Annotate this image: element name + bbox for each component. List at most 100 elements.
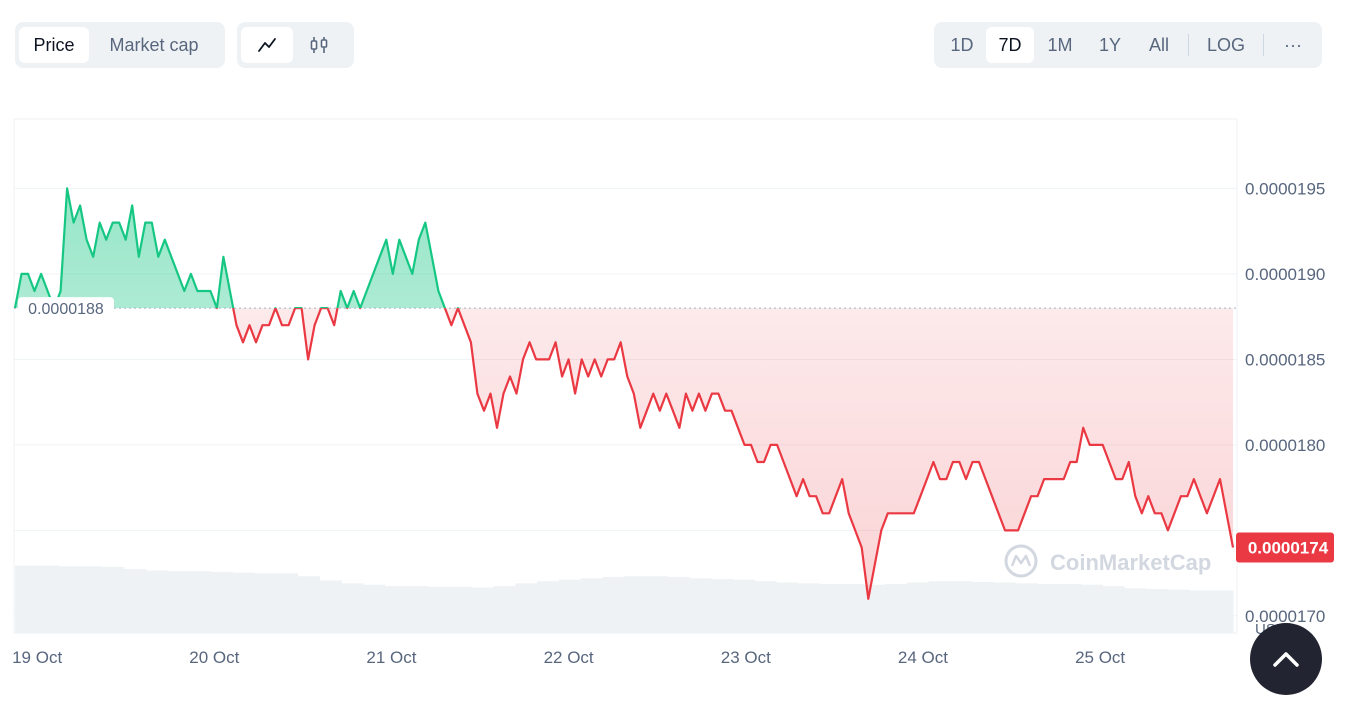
area-fill-below-baseline: [233, 308, 1233, 599]
volume-bar: [1015, 583, 1038, 633]
volume-bar: [1146, 588, 1169, 633]
volume-bar: [363, 584, 386, 633]
y-tick-label: 0.0000195: [1245, 179, 1325, 198]
volume-bars: [15, 565, 1234, 633]
volume-bar: [189, 571, 212, 633]
volume-bar: [841, 584, 864, 633]
line-chart-icon: [258, 38, 276, 52]
volume-bar: [754, 581, 777, 633]
volume-bar: [471, 587, 494, 633]
x-axis: 19 Oct 20 Oct 21 Oct 22 Oct 23 Oct 24 Oct 25 O…: [12, 648, 1125, 667]
volume-bar: [297, 576, 320, 633]
scroll-to-top-button[interactable]: [1250, 623, 1322, 695]
volume-bar: [123, 569, 146, 633]
toolbar-divider: [1188, 34, 1189, 56]
time-range-toolbar: 1D 7D 1M 1Y All LOG ···: [934, 22, 1322, 68]
volume-bar: [515, 583, 538, 633]
price-line-above-baseline: [13, 187, 460, 309]
price-line-below-baseline: [15, 308, 1235, 600]
volume-bar: [319, 580, 342, 633]
range-7d-button[interactable]: 7D: [986, 27, 1034, 63]
range-1d-button[interactable]: 1D: [950, 34, 974, 55]
watermark-text: CoinMarketCap: [1050, 550, 1211, 575]
volume-bar: [950, 581, 973, 633]
x-tick-label: 20 Oct: [189, 648, 239, 667]
log-scale-button[interactable]: LOG: [1207, 34, 1246, 55]
volume-bar: [602, 576, 625, 633]
volume-bar: [58, 566, 81, 633]
volume-bar: [167, 571, 190, 633]
x-tick-label: 22 Oct: [544, 648, 594, 667]
current-price-label: 0.0000174: [1248, 539, 1329, 558]
volume-bar: [885, 584, 908, 633]
volume-bar: [1059, 584, 1082, 633]
volume-bar: [1167, 589, 1190, 633]
volume-bar: [493, 586, 516, 633]
volume-bar: [36, 565, 59, 633]
volume-bar: [798, 583, 821, 633]
chart-type-toggle: [237, 22, 354, 68]
volume-bar: [732, 579, 755, 633]
coinmarketcap-watermark: CoinMarketCap: [1004, 544, 1211, 578]
volume-bar: [450, 586, 473, 633]
data-type-tabs: Price Market cap: [15, 22, 225, 68]
y-tick-label: 0.0000190: [1245, 265, 1325, 284]
y-axis: 0.0000195 0.0000190 0.0000185 0.0000180 0.00…: [1245, 179, 1325, 626]
volume-bar: [972, 581, 995, 633]
volume-bar: [993, 582, 1016, 633]
volume-bar: [210, 571, 233, 633]
volume-bar: [558, 579, 581, 633]
volume-bar: [232, 572, 255, 633]
volume-bar: [80, 566, 103, 633]
volume-bar: [689, 578, 712, 633]
baseline-value-label: 0.0000188: [28, 301, 104, 318]
x-tick-label: 23 Oct: [721, 648, 771, 667]
volume-bar: [1102, 586, 1125, 633]
current-price-tag: 0.0000174: [1236, 532, 1334, 563]
volume-bar: [819, 584, 842, 633]
volume-bar: [624, 576, 647, 633]
volume-bar: [1124, 588, 1147, 633]
volume-bar: [406, 586, 429, 633]
volume-bar: [1037, 584, 1060, 633]
toolbar-divider: [1263, 34, 1264, 56]
baseline-label: 0.0000188: [18, 297, 114, 322]
tab-market-cap[interactable]: Market cap: [109, 34, 199, 55]
volume-bar: [906, 582, 929, 633]
y-tick-label: 0.0000170: [1245, 607, 1325, 626]
volume-bar: [276, 573, 299, 633]
range-1m-button[interactable]: 1M: [1047, 34, 1073, 55]
chevron-up-icon: [1273, 652, 1299, 667]
volume-bar: [145, 570, 168, 633]
candlestick-chart-icon: [310, 37, 328, 53]
x-tick-label: 25 Oct: [1075, 648, 1125, 667]
volume-bar: [254, 573, 277, 633]
tab-price[interactable]: Price: [19, 27, 89, 63]
volume-bar: [384, 586, 407, 633]
volume-bar: [102, 566, 125, 633]
range-1y-button[interactable]: 1Y: [1098, 34, 1122, 55]
x-tick-label: 24 Oct: [898, 648, 948, 667]
y-tick-label: 0.0000185: [1245, 350, 1325, 369]
more-options-button[interactable]: ···: [1283, 34, 1302, 55]
volume-bar: [428, 586, 451, 633]
y-tick-label: 0.0000180: [1245, 436, 1325, 455]
volume-bar: [341, 583, 364, 633]
x-tick-label: 19 Oct: [12, 648, 62, 667]
volume-bar: [1080, 584, 1103, 633]
area-fill-above-baseline: [15, 188, 1233, 309]
candlestick-chart-button[interactable]: [293, 27, 345, 63]
x-tick-label: 21 Oct: [366, 648, 416, 667]
line-chart-button[interactable]: [241, 27, 293, 63]
volume-bar: [928, 581, 951, 633]
volume-bar: [645, 576, 668, 633]
volume-bar: [711, 579, 734, 633]
volume-bar: [580, 578, 603, 633]
volume-bar: [667, 576, 690, 633]
volume-bar: [537, 581, 560, 633]
volume-bar: [776, 582, 799, 633]
range-all-button[interactable]: All: [1149, 34, 1170, 55]
volume-bar: [1211, 590, 1234, 633]
volume-bar: [15, 565, 38, 633]
